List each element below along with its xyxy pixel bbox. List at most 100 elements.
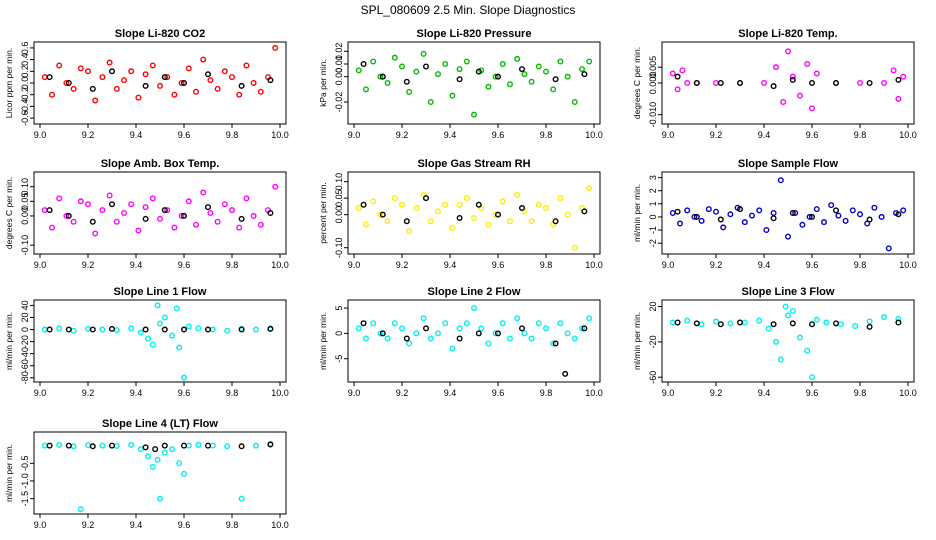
data-point [238, 326, 245, 333]
data-point [406, 340, 413, 347]
data-point [84, 442, 91, 449]
y-axis-label: kPa per min. [318, 59, 328, 107]
data-point [267, 209, 274, 216]
x-tick-label: 10.0 [585, 388, 603, 398]
data-point [514, 191, 521, 198]
data-point [813, 206, 820, 213]
data-point [495, 211, 502, 218]
data-point [185, 198, 192, 205]
x-tick-label: 9.4 [130, 388, 143, 398]
x-tick-label: 9.6 [806, 260, 819, 270]
x-tick-label: 9.8 [854, 388, 867, 398]
x-tick-label: 10.0 [271, 130, 289, 140]
y-axis-label: degrees C per min. [4, 177, 14, 249]
data-point [579, 325, 586, 332]
data-point [180, 326, 187, 333]
data-point [804, 61, 811, 68]
data-point [403, 335, 410, 342]
y-tick-label: -0.2 [20, 87, 30, 103]
plot-frame [33, 299, 287, 383]
x-tick-label: 9.4 [758, 260, 771, 270]
y-tick-label: 0.6 [20, 42, 30, 55]
data-point [485, 340, 492, 347]
data-point [84, 201, 91, 208]
panel-title: Slope Li-820 Temp. [738, 28, 837, 40]
data-point [142, 71, 149, 78]
data-point [89, 443, 96, 450]
data-point [866, 216, 873, 223]
data-point [142, 326, 149, 333]
data-point [765, 325, 772, 332]
data-point [142, 82, 149, 89]
data-point [543, 68, 550, 75]
data-point [41, 74, 48, 81]
panel-title: Slope Gas Stream RH [417, 158, 530, 170]
x-tick-label: 10.0 [585, 130, 603, 140]
data-point [684, 317, 691, 324]
data-point [878, 213, 885, 220]
data-point [833, 79, 840, 86]
data-point [809, 374, 816, 381]
data-point [741, 219, 748, 226]
data-point [355, 67, 362, 74]
data-point [463, 195, 470, 202]
data-point [46, 326, 53, 333]
data-point [161, 74, 168, 81]
data-point [581, 208, 588, 215]
data-point [435, 330, 442, 337]
data-point [475, 68, 482, 75]
data-point [804, 347, 811, 354]
data-point [749, 212, 756, 219]
data-point [195, 441, 202, 448]
y-axis-label: ml/min per min. [632, 184, 642, 242]
data-point [866, 318, 873, 325]
y-tick-label: -60 [20, 359, 30, 372]
x-tick-label: 9.2 [396, 130, 409, 140]
data-point [77, 65, 84, 72]
x-tick-label: 9.4 [130, 260, 143, 270]
data-point [113, 85, 120, 92]
data-point [363, 86, 370, 93]
data-point [881, 79, 888, 86]
x-tick-label: 9.6 [178, 260, 191, 270]
y-tick-label: 0.10 [334, 173, 344, 191]
data-point [449, 92, 456, 99]
data-point [866, 79, 873, 86]
data-point [192, 221, 199, 228]
x-tick-label: 9.2 [710, 260, 723, 270]
data-point [698, 217, 705, 224]
data-point [809, 105, 816, 112]
y-tick-label: 0.05 [334, 189, 344, 207]
data-point [691, 213, 698, 220]
data-point [852, 322, 859, 329]
data-point [773, 338, 780, 345]
data-point [161, 442, 168, 449]
data-point [717, 79, 724, 86]
data-point [70, 327, 77, 334]
data-point [180, 212, 187, 219]
data-point [106, 192, 113, 199]
data-point [586, 315, 593, 322]
data-point [557, 320, 564, 327]
data-point [135, 94, 142, 101]
y-tick-label: -80 [20, 371, 30, 384]
series-selected [46, 201, 274, 225]
y-axis-label: ml/min per min. [318, 312, 328, 370]
x-tick-label: 9.6 [806, 388, 819, 398]
data-point [99, 442, 106, 449]
data-point [413, 330, 420, 337]
data-point [770, 321, 777, 328]
data-point [70, 218, 77, 225]
data-point [543, 205, 550, 212]
panel-6: Slope Sample Flow 9.0 9.2 9.4 9.6 9.8 10.0 -2 -1… [632, 158, 917, 270]
data-point [581, 71, 588, 78]
data-point [49, 224, 56, 231]
plot-frame [33, 431, 287, 515]
data-point [475, 330, 482, 337]
x-tick-label: 9.0 [662, 388, 675, 398]
data-point [809, 79, 816, 86]
data-point [813, 316, 820, 323]
data-point [495, 330, 502, 337]
data-point [379, 330, 386, 337]
data-point [180, 79, 187, 86]
